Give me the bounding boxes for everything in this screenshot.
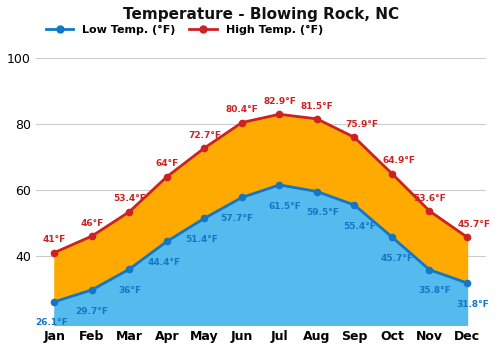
Legend: Low Temp. (°F), High Temp. (°F): Low Temp. (°F), High Temp. (°F) [41,21,328,40]
Text: 53.4°F: 53.4°F [113,194,146,203]
Text: 59.5°F: 59.5°F [306,208,339,217]
Text: 61.5°F: 61.5°F [268,202,302,211]
Text: 57.7°F: 57.7°F [220,214,253,223]
Text: 80.4°F: 80.4°F [226,105,258,114]
Text: 82.9°F: 82.9°F [263,97,296,106]
Text: 36°F: 36°F [118,286,141,295]
Text: 46°F: 46°F [80,219,104,228]
Text: 72.7°F: 72.7°F [188,131,221,140]
Text: 64°F: 64°F [156,159,178,168]
Text: 53.6°F: 53.6°F [413,194,446,203]
Text: 81.5°F: 81.5°F [300,102,334,111]
Text: 55.4°F: 55.4°F [344,222,376,231]
Title: Temperature - Blowing Rock, NC: Temperature - Blowing Rock, NC [122,7,399,22]
Text: 31.8°F: 31.8°F [456,300,489,309]
Text: 45.7°F: 45.7°F [381,254,414,263]
Text: 35.8°F: 35.8°F [418,286,452,295]
Text: 41°F: 41°F [43,235,66,244]
Text: 29.7°F: 29.7°F [76,307,108,316]
Text: 75.9°F: 75.9°F [345,120,378,129]
Text: 51.4°F: 51.4°F [185,235,218,244]
Text: 45.7°F: 45.7°F [458,220,490,229]
Text: 44.4°F: 44.4°F [148,258,180,267]
Text: 26.1°F: 26.1°F [36,318,68,328]
Text: 64.9°F: 64.9°F [382,156,416,165]
